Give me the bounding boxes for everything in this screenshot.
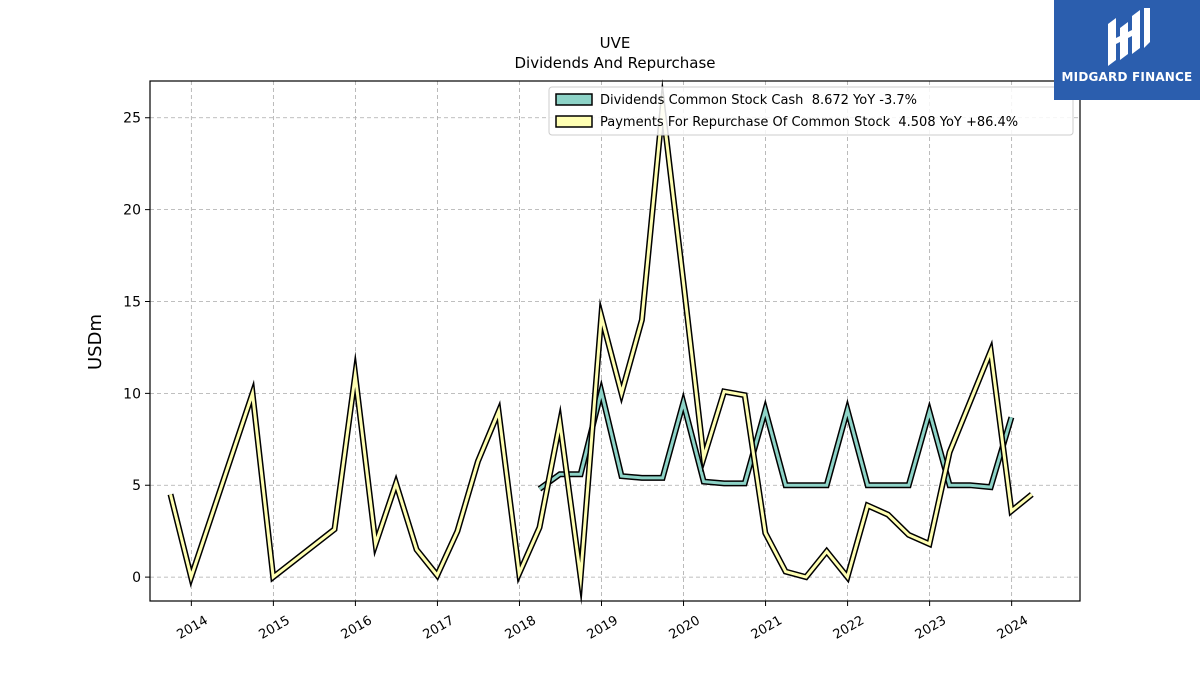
legend-label-repurchase: Payments For Repurchase Of Common Stock … — [600, 115, 1018, 130]
y-tick-label: 20 — [123, 203, 141, 219]
x-tick-label: 2020 — [667, 613, 703, 643]
x-tick-label: 2019 — [585, 613, 621, 643]
x-tick-label: 2016 — [339, 613, 375, 643]
chart-subtitle: Dividends And Repurchase — [514, 54, 715, 72]
x-tick-label: 2014 — [175, 613, 211, 643]
midgard-logo-icon — [1108, 8, 1150, 66]
legend-box — [548, 86, 1074, 136]
x-tick-label: 2018 — [503, 613, 539, 643]
chart-title: UVE — [600, 34, 631, 52]
series-line-outline-repurchase — [167, 78, 1034, 606]
y-tick-label: 15 — [123, 294, 141, 310]
grid — [150, 81, 1080, 601]
y-axis-label: USDm — [85, 314, 106, 370]
x-tick-label: 2023 — [913, 613, 949, 643]
y-tick-label: 5 — [132, 478, 141, 494]
series-line-dividends — [538, 385, 1013, 491]
legend: Dividends Common Stock Cash 8.672 YoY -3… — [548, 86, 1074, 136]
plot-frame — [149, 80, 1081, 602]
series-line-repurchase — [169, 92, 1033, 592]
y-tick-label: 10 — [123, 386, 141, 402]
series-line-outline-dividends — [537, 378, 1015, 492]
x-tick-label: 2015 — [257, 613, 293, 643]
series-layer — [167, 78, 1034, 606]
legend-swatch-dividends — [555, 93, 593, 106]
x-tick-label: 2022 — [831, 613, 867, 643]
x-tick-label: 2017 — [421, 613, 457, 643]
x-tick-label: 2021 — [749, 613, 785, 643]
brand-name: MIDGARD FINANCE — [1061, 70, 1193, 84]
legend-label-dividends: Dividends Common Stock Cash 8.672 YoY -3… — [600, 93, 917, 108]
legend-swatch-repurchase — [555, 115, 593, 128]
y-tick-label: 0 — [132, 570, 141, 586]
y-tick-label: 25 — [123, 111, 141, 127]
brand-logo: MIDGARD FINANCE — [1054, 0, 1200, 100]
x-tick-label: 2024 — [995, 613, 1031, 643]
